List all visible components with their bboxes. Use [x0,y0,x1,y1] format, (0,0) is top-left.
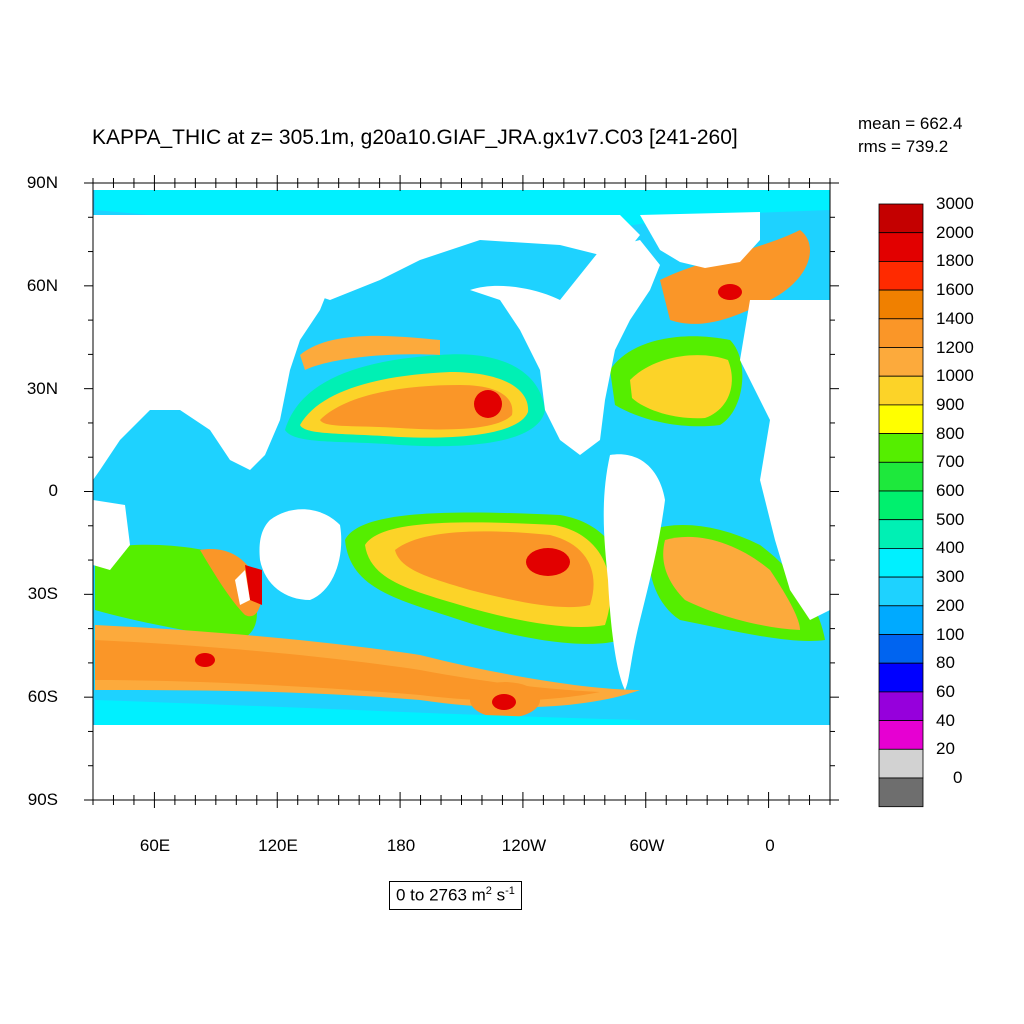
range-prefix: 0 to 2763 m [396,885,486,905]
colorbar-swatch [878,232,924,262]
colorbar-label: 80 [936,653,955,673]
colorbar-label: 40 [936,710,955,730]
colorbar-swatch [878,748,924,779]
colorbar-label: 600 [936,481,965,500]
colorbar-swatch [878,433,924,463]
colorbar-label: 1000 [936,366,974,386]
colorbar-label: 1200 [936,337,974,357]
range-sq: 2 [485,885,492,897]
lon-label-60w: 60W [629,836,665,855]
colorbar-swatch [878,289,924,320]
lat-label-90n: 90N [26,173,58,192]
lon-label-0: 0 [765,836,775,855]
lat-label-30s: 30S [27,584,58,603]
lon-label-120e: 120E [258,836,298,855]
colorbar-label: 1800 [936,251,974,271]
colorbar-swatch [878,203,924,234]
lon-label-120w: 120W [501,836,547,855]
colorbar-swatch [878,576,924,607]
lat-label-90s: 90S [27,790,58,809]
colorbar-label: 60 [936,681,955,701]
colorbar-swatch [878,548,924,578]
rms-stat: rms = 739.2 [858,137,949,156]
colorbar-label: 300 [936,567,965,587]
colorbar-swatch [878,720,924,750]
colorbar-swatch [878,519,924,549]
colorbar-swatch [878,490,924,521]
colorbar-label: 20 [936,739,955,759]
colorbar-swatch [878,404,924,434]
axis-ticks [84,175,839,808]
colorbar-label: 900 [936,394,965,414]
colorbar-swatch [878,318,924,348]
colorbar-label: 200 [936,595,965,615]
mean-stat: mean = 662.4 [858,114,963,133]
colorbar-swatch [878,777,924,808]
stats-block: mean = 662.4 rms = 739.2 [858,112,962,158]
lon-label-180: 180 [386,836,416,855]
range-mid: s [491,885,506,905]
colorbar-swatch [878,634,924,664]
lat-label-0: 0 [48,481,58,500]
colorbar-swatch [878,347,924,377]
colorbar-label: 1400 [936,308,974,328]
colorbar-label: 700 [936,452,965,472]
colorbar-label: 3000 [936,194,974,213]
colorbar-label: 400 [936,538,965,558]
colorbar-swatch [878,461,924,492]
colorbar-label: 2000 [936,222,974,242]
colorbar-swatch [878,662,924,693]
plot-title: KAPPA_THIC at z= 305.1m, g20a10.GIAF_JRA… [92,126,738,149]
map-field [93,183,830,800]
colorbar-label: 500 [936,509,965,529]
colorbar-label: 1600 [936,280,974,300]
range-inv: -1 [505,885,515,897]
colorbar-swatch [878,691,924,722]
range-label: 0 to 2763 m2 s-1 [389,881,522,910]
colorbar [878,203,924,808]
lat-label-60n: 60N [26,276,58,295]
colorbar-swatch [878,605,924,635]
colorbar-swatch [878,375,924,406]
land-masses [93,212,830,800]
colorbar-swatch [878,260,924,291]
lon-label-60e: 60E [139,836,171,855]
lat-label-30n: 30N [26,379,58,398]
colorbar-label: 800 [936,423,965,443]
lat-label-60s: 60S [27,687,58,706]
colorbar-label: 100 [936,624,965,644]
colorbar-label: 0 [953,768,963,787]
